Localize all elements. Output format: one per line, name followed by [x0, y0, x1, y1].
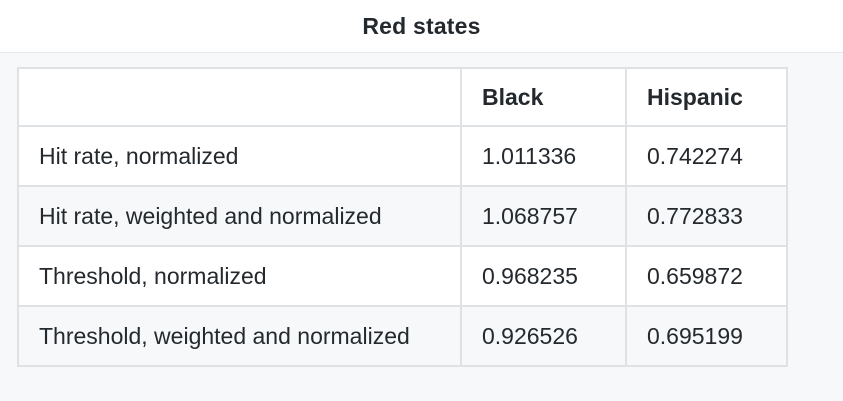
- cell-hispanic: 0.772833: [625, 185, 788, 247]
- table-row: Threshold, weighted and normalized 0.926…: [17, 305, 788, 367]
- row-label: Hit rate, weighted and normalized: [17, 185, 462, 247]
- table-header-row: Black Hispanic: [17, 67, 788, 127]
- header-cell-black: Black: [460, 67, 627, 127]
- cell-black: 0.926526: [460, 305, 627, 367]
- row-label: Threshold, normalized: [17, 245, 462, 307]
- cell-black: 0.968235: [460, 245, 627, 307]
- page-title: Red states: [362, 12, 481, 39]
- row-label: Threshold, weighted and normalized: [17, 305, 462, 367]
- row-label: Hit rate, normalized: [17, 125, 462, 187]
- table-row: Threshold, normalized 0.968235 0.659872: [17, 245, 788, 307]
- cell-hispanic: 0.695199: [625, 305, 788, 367]
- cell-black: 1.011336: [460, 125, 627, 187]
- table-row: Hit rate, normalized 1.011336 0.742274: [17, 125, 788, 187]
- content-area: Black Hispanic Hit rate, normalized 1.01…: [0, 53, 843, 401]
- table-row: Hit rate, weighted and normalized 1.0687…: [17, 185, 788, 247]
- header-cell-label: [17, 67, 462, 127]
- header-cell-hispanic: Hispanic: [625, 67, 788, 127]
- cell-black: 1.068757: [460, 185, 627, 247]
- cell-hispanic: 0.742274: [625, 125, 788, 187]
- title-bar: Red states: [0, 0, 843, 53]
- cell-hispanic: 0.659872: [625, 245, 788, 307]
- data-table: Black Hispanic Hit rate, normalized 1.01…: [17, 67, 788, 367]
